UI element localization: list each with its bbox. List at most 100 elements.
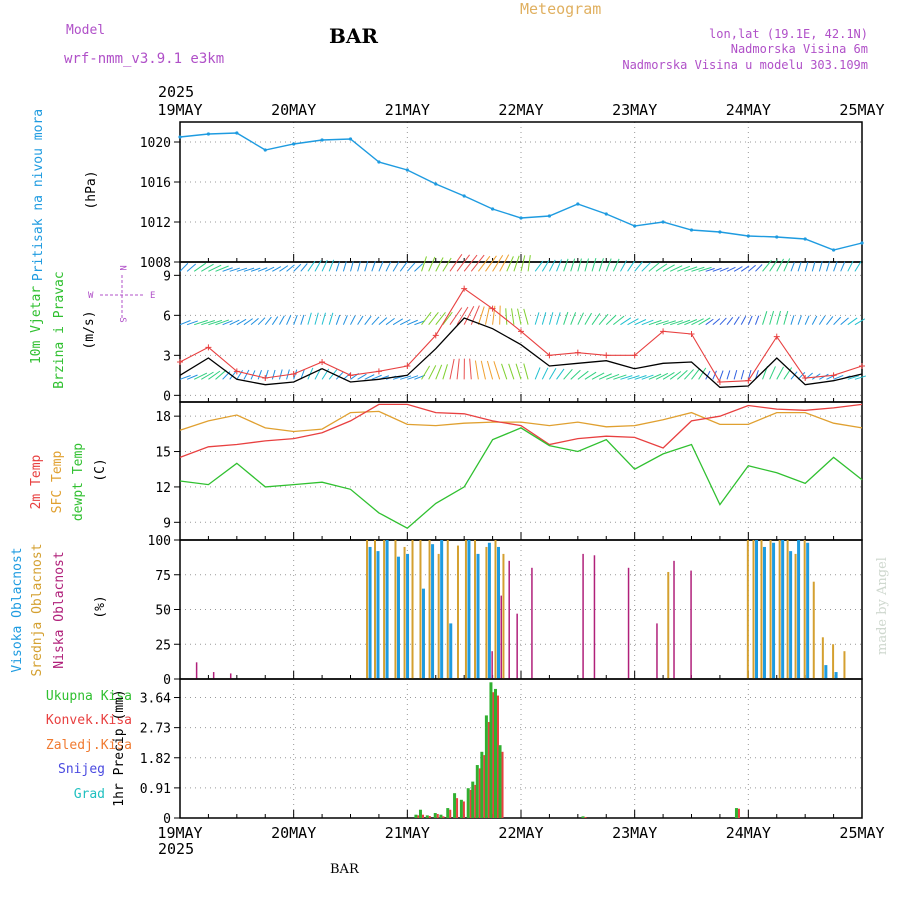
pressure-point <box>718 230 722 234</box>
y-tick-label: 1008 <box>140 256 171 271</box>
wind-arrow <box>598 313 609 325</box>
wind-arrow <box>400 375 412 380</box>
wind-arrow <box>826 261 831 272</box>
mid-cloud-bar <box>446 540 449 679</box>
wind-arrow <box>712 318 721 326</box>
wind-arrow <box>449 358 455 380</box>
mid-cloud-bar <box>760 540 763 679</box>
pressure-panel: 1008 1012 1016 1020 <box>140 121 864 271</box>
conv-rain-bar <box>421 814 424 818</box>
legend-frozen-rain: Zaledj.Kisa <box>46 738 132 753</box>
wind-arrow <box>421 365 431 380</box>
compass-e: E <box>150 291 155 301</box>
wind-arrow <box>506 256 514 272</box>
wind-arrow <box>307 312 312 325</box>
mid-cloud-bar <box>374 540 377 679</box>
y-tick-label: 1020 <box>140 136 171 151</box>
wind-arrow <box>847 375 859 380</box>
wind-arrow <box>307 260 316 272</box>
date-label-top: 19MAY <box>157 101 202 119</box>
wind-arrow <box>634 261 643 272</box>
wind-arrow <box>662 264 675 272</box>
wind-arrow <box>598 373 612 380</box>
y-tick-label: 12 <box>155 481 171 496</box>
panel-frame <box>179 678 863 819</box>
wind-ylabel-sub: Brzina i Pravac <box>52 271 67 388</box>
mid-cloud-bar <box>778 540 781 679</box>
wind-arrow <box>371 316 380 326</box>
wind-arrow <box>286 264 295 272</box>
wind-arrow <box>342 315 348 325</box>
pressure-point <box>775 235 779 239</box>
wind-arrow <box>350 315 356 325</box>
wind-arrow <box>684 369 694 380</box>
wind-arrow <box>513 255 520 272</box>
wind-arrow <box>563 369 573 380</box>
date-label-top: 23MAY <box>612 101 657 119</box>
mid-cloud-bar <box>428 540 431 679</box>
wind-arrow <box>179 320 191 326</box>
wind-arrow <box>833 261 838 272</box>
y-tick-label: 1016 <box>140 176 171 191</box>
wind-arrow <box>698 367 707 380</box>
pressure-point <box>576 202 580 206</box>
wind-arrow <box>719 317 727 326</box>
wind-arrow <box>243 318 253 326</box>
wind-arrow <box>357 373 367 380</box>
wind-arrow <box>769 366 776 380</box>
low-cloud-bar <box>593 555 596 679</box>
mid-cloud-bar <box>494 540 497 679</box>
wind-arrow <box>826 316 834 325</box>
wind-arrow <box>733 266 743 272</box>
wind-arrow <box>655 263 668 272</box>
wind-arrow <box>250 318 259 326</box>
wind-arrow <box>501 363 508 380</box>
wind-arrow <box>257 317 266 326</box>
compass-s: S <box>117 317 127 322</box>
wind-arrow <box>605 314 617 326</box>
year-top: 2025 <box>158 83 194 101</box>
wind-arrow <box>442 257 452 272</box>
wind-arrow <box>691 318 704 326</box>
mid-cloud-bar <box>746 540 749 679</box>
wind-arrow <box>676 369 688 380</box>
pressure-point <box>348 137 353 141</box>
wind-arrow <box>541 312 547 325</box>
pressure-point <box>689 228 694 232</box>
model-name: wrf-nmm_v3.9.1 e3km <box>64 51 224 67</box>
wind-arrow <box>364 315 372 325</box>
total-rain-bar <box>484 715 488 818</box>
wind-arrow <box>215 369 227 380</box>
wind-arrow <box>662 320 676 326</box>
wind-arrow <box>598 258 604 272</box>
wind-arrow <box>655 320 669 326</box>
wind-arrow <box>229 267 241 272</box>
wind-arrow <box>854 261 862 272</box>
pressure-unit: (hPa) <box>84 170 99 209</box>
wind-arrow <box>790 315 795 325</box>
total-rain-bar <box>480 751 484 818</box>
high-cloud-bar <box>755 540 759 679</box>
wind-arrow <box>484 306 491 325</box>
pressure-point <box>320 138 324 142</box>
x-axis-bottom: 19MAY 20MAY 21MAY 22MAY 23MAY 24MAY 25MAY <box>157 824 884 842</box>
wind-arrow <box>669 265 683 272</box>
wind-arrow <box>783 258 791 272</box>
wind-unit: (m/s) <box>82 310 97 349</box>
wind-arrow <box>520 255 526 272</box>
wind-arrow <box>563 311 569 325</box>
wind-arrow <box>740 316 747 325</box>
pressure-point <box>746 234 750 238</box>
wind-arrow <box>463 254 478 272</box>
wind-arrow <box>655 372 669 380</box>
wind-arrow <box>662 372 675 380</box>
wind-arrow <box>385 317 395 326</box>
pressure-point <box>831 248 836 252</box>
wind-arrow <box>492 254 504 272</box>
mid-cloud-bar <box>403 546 406 679</box>
y-tick-label: 15 <box>155 446 171 461</box>
wind-arrow <box>300 263 308 272</box>
wind-arrow <box>469 358 472 380</box>
wind-arrow <box>854 318 866 326</box>
high-cloud-bar <box>431 544 435 679</box>
